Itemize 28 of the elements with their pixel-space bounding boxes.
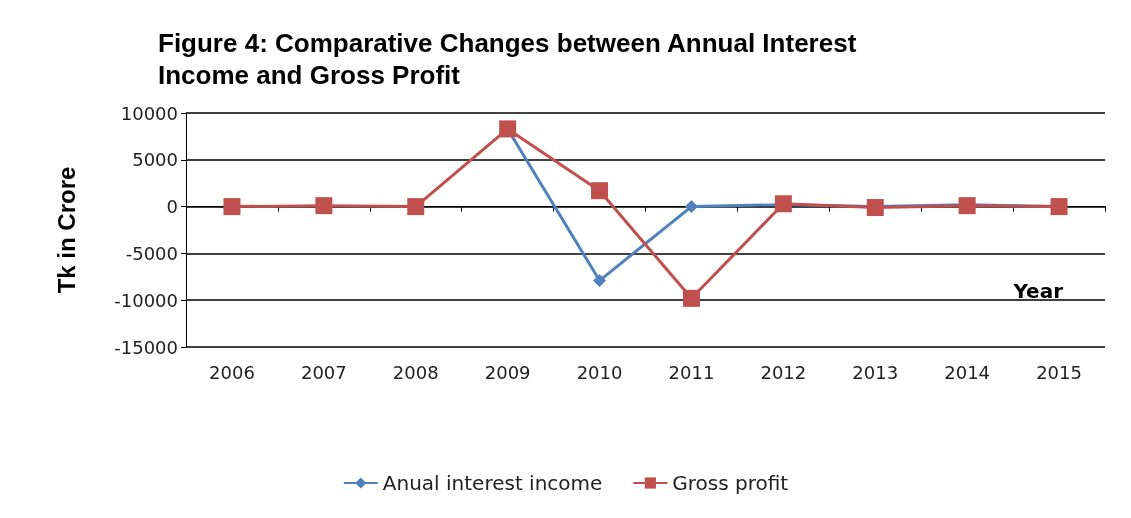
- y-tick-label: -10000: [114, 289, 178, 311]
- y-tick-label: 0: [166, 196, 178, 218]
- x-axis-title: Year: [1012, 278, 1064, 303]
- x-tick-label: 2015: [1036, 361, 1082, 383]
- x-tick-label: 2006: [209, 361, 255, 383]
- x-tick-label: 2011: [668, 361, 715, 383]
- y-tick-label: 5000: [132, 149, 178, 171]
- x-tick-label: 2009: [484, 361, 531, 383]
- y-axis-title: Tk in Crore: [52, 166, 80, 294]
- point: [407, 198, 425, 216]
- point: [223, 198, 241, 216]
- point: [315, 197, 333, 215]
- point: [682, 289, 700, 307]
- x-tick-label: 2007: [300, 361, 347, 383]
- chart-title: Figure 4: Comparative Changes between Annual Interest Income and Gross Profit: [158, 28, 857, 90]
- x-tick-label: 2013: [852, 361, 899, 383]
- x-tick-label: 2010: [576, 361, 623, 383]
- legend-label: Gross profit: [672, 471, 789, 495]
- legend-label: Anual interest income: [382, 471, 603, 495]
- y-tick-label: -15000: [114, 336, 178, 358]
- point: [593, 274, 607, 288]
- y-tick-label: -5000: [125, 242, 178, 264]
- x-tick-label: 2012: [760, 361, 807, 383]
- x-tick-label: 2008: [392, 361, 439, 383]
- y-tick-label: 10000: [120, 102, 178, 124]
- point: [684, 200, 698, 214]
- point: [591, 182, 609, 200]
- x-tick-label: 2014: [944, 361, 991, 383]
